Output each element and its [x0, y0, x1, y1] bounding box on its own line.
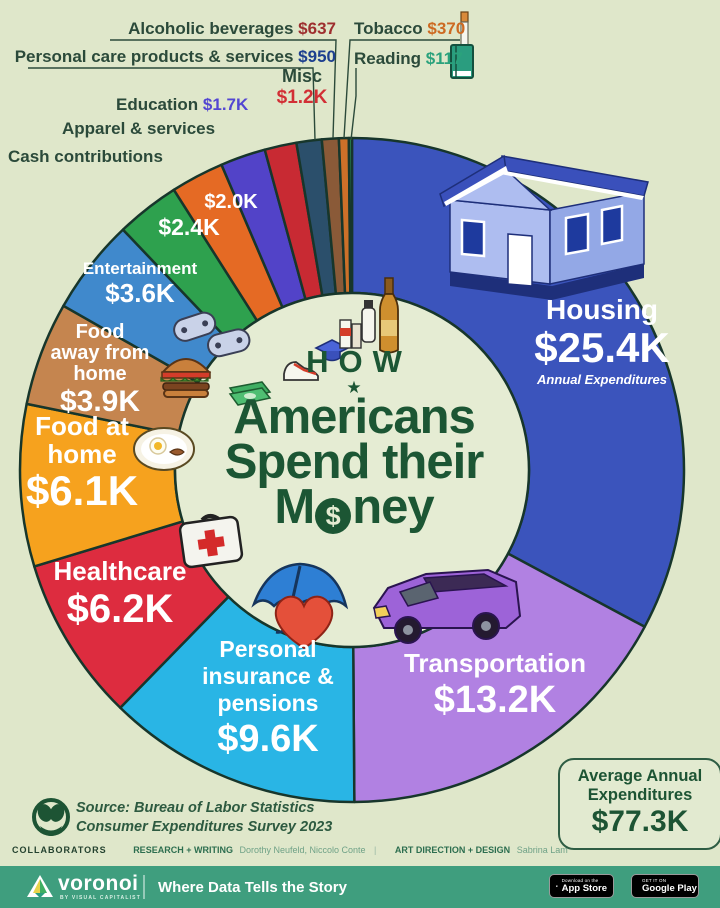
page-title: HOW ★ Americans Spend their M $ ney [176, 344, 532, 534]
label-education: Education $1.7K [116, 95, 249, 114]
sneaker-icon [283, 361, 319, 381]
label-transportation: Transportation $13.2K [403, 648, 586, 721]
housing-sublabel: Annual Expenditures [536, 372, 668, 387]
first-aid-kit-icon [178, 514, 244, 569]
leader-lines [28, 39, 460, 141]
label-cash-contributions: Cash contributions [8, 147, 163, 166]
title-line2: Spend their [224, 435, 485, 489]
footer-brand-sub: BY VISUAL CAPITALIST [60, 895, 141, 901]
car-icon [372, 568, 522, 644]
footer-tagline: Where Data Tells the Story [158, 879, 347, 896]
game-controllers-icon [173, 311, 251, 358]
value-cash-contributions: $2.4K [158, 214, 220, 240]
label-reading: Reading $117 [354, 49, 463, 68]
label-food-at-home: Food at home $6.1K [25, 411, 139, 514]
label-misc: Misc $1.2K [276, 66, 328, 108]
book-icon [450, 44, 474, 79]
label-housing: Housing $25.4K Annual Expenditures [502, 294, 702, 387]
misc-items-icon [339, 319, 362, 349]
apple-icon [556, 885, 558, 887]
average-expenditures-box: Average Annual Expenditures $77.3K [558, 758, 720, 850]
footer-divider [143, 875, 145, 899]
dollar-coin-icon: $ [315, 498, 352, 534]
donut-inner-circle [173, 291, 531, 649]
house-icon [439, 154, 649, 300]
breakfast-plate-icon [133, 427, 195, 471]
label-personal-insurance: Personal insurance & pensions $9.6K [202, 636, 334, 760]
label-personal-care: Personal care products & services $950 [14, 47, 336, 66]
lotion-tube-icon [361, 300, 376, 343]
footer-brand: voronoi [58, 872, 139, 895]
label-alcoholic-beverages: Alcoholic beverages $637 [128, 19, 336, 38]
title-line3: M $ ney [274, 480, 435, 534]
money-bills-icon [228, 381, 272, 406]
source-note: Source: Bureau of Labor Statistics Consu… [76, 800, 333, 835]
star-icon: ★ [346, 378, 362, 397]
label-tobacco: Tobacco $370 [354, 19, 466, 38]
voronoi-logo-icon [27, 875, 53, 898]
beer-bottle-icon [379, 277, 399, 354]
collaborators-row: COLLABORATORS RESEARCH + WRITING Dorothy… [12, 845, 568, 855]
label-apparel-services: Apparel & services [62, 119, 216, 138]
label-healthcare: Healthcare $6.2K [53, 556, 187, 631]
heart-icon [275, 595, 333, 650]
title-kicker: HOW [306, 344, 412, 379]
label-food-away-from-home: Food away from home $3.9K [50, 321, 150, 419]
burger-icon [160, 358, 212, 398]
title-line1: Americans [233, 390, 476, 444]
source-logo-icon [32, 798, 70, 836]
app-store-badge[interactable]: Download on the App Store [549, 874, 614, 898]
google-play-badge[interactable]: GET IT ON Google Play [631, 874, 699, 898]
average-expenditures-value: $77.3K [591, 805, 689, 838]
value-apparel-services: $2.0K [204, 191, 258, 213]
footer-bar: voronoi BY VISUAL CAPITALIST Where Data … [0, 866, 720, 908]
label-entertainment: Entertainment $3.6K [82, 259, 198, 308]
